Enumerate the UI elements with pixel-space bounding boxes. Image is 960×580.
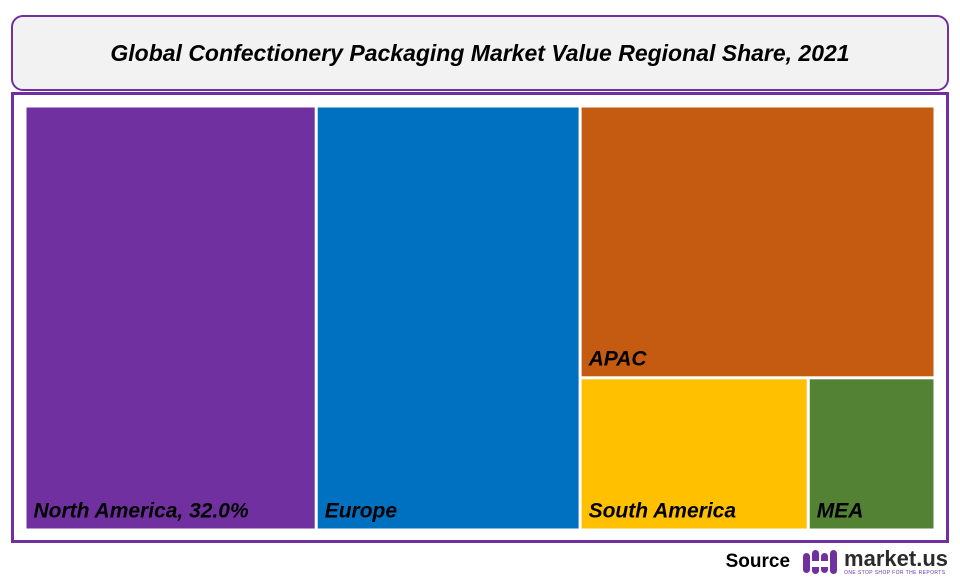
treemap-label-mea: MEA bbox=[817, 500, 864, 523]
treemap-tile-mea bbox=[809, 379, 934, 529]
treemap-label-europe: Europe bbox=[325, 500, 398, 523]
chart-title: Global Confectionery Packaging Market Va… bbox=[110, 39, 850, 66]
treemap-frame: North America, 32.0% Europe APAC South Amer… bbox=[11, 92, 949, 543]
treemap-label-apac: APAC bbox=[588, 347, 648, 370]
treemap-tile-north-america bbox=[26, 107, 315, 529]
market-us-logo-icon bbox=[803, 550, 838, 574]
treemap-label-south-america: South America bbox=[589, 500, 737, 523]
chart-title-box: Global Confectionery Packaging Market Va… bbox=[11, 15, 949, 91]
treemap-chart: North America, 32.0% Europe APAC South Amer… bbox=[26, 107, 934, 529]
logo-tagline: ONE STOP SHOP FOR THE REPORTS bbox=[844, 570, 946, 576]
source-footer: Source market.us ONE STOP SHOP FOR THE R… bbox=[726, 546, 948, 578]
logo-text: market.us ONE STOP SHOP FOR THE REPORTS bbox=[844, 548, 948, 576]
treemap-tile-south-america bbox=[581, 379, 807, 529]
logo-name: market.us bbox=[844, 546, 948, 571]
treemap-tile-europe bbox=[317, 107, 579, 529]
treemap-tile-apac bbox=[581, 107, 934, 377]
source-label: Source bbox=[725, 551, 791, 572]
treemap-label-north-america: North America, 32.0% bbox=[34, 500, 249, 523]
